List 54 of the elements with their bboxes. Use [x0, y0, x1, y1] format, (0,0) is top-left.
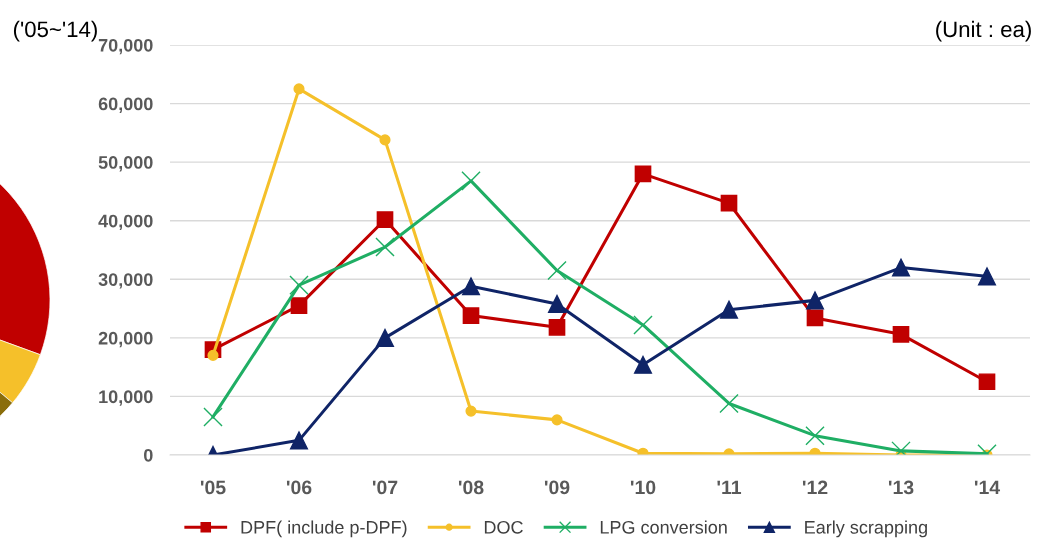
y-tick-label: 30,000 [98, 273, 153, 289]
point [465, 405, 477, 417]
x-tick-label: '14 [974, 480, 1001, 495]
point [379, 134, 391, 146]
y-tick-label: 50,000 [98, 156, 153, 172]
x-tick-label: '09 [544, 480, 570, 495]
legend-label: DOC [484, 520, 523, 534]
point [461, 277, 481, 296]
point [806, 309, 824, 327]
point [977, 267, 997, 286]
y-tick-label: 70,000 [98, 38, 153, 55]
x-tick-label: '06 [286, 480, 312, 495]
point [376, 211, 394, 228]
point [203, 407, 223, 427]
y-tick-label: 60,000 [98, 97, 153, 113]
point [891, 258, 911, 277]
point [720, 194, 738, 212]
legend-label: LPG conversion [600, 520, 727, 534]
y-tick-label: 40,000 [98, 214, 153, 231]
point [461, 171, 481, 191]
y-tick-label: 0 [144, 448, 153, 462]
y-tick-label: 20,000 [98, 331, 153, 348]
text: (Unit : ea) [936, 20, 1031, 42]
x-tick-label: '10 [630, 480, 656, 495]
x-tick-label: '13 [888, 480, 914, 495]
point [551, 414, 563, 426]
point [289, 431, 309, 450]
x-tick-label: '11 [717, 480, 742, 495]
legend-label: Early scrapping [805, 520, 927, 538]
point [892, 326, 910, 343]
point [719, 300, 739, 319]
point [289, 275, 309, 295]
point [633, 355, 653, 374]
y-tick-label: 10,000 [99, 390, 153, 406]
point [719, 393, 739, 414]
x-tick-label: '12 [802, 480, 828, 495]
point [462, 307, 480, 324]
point [805, 291, 825, 310]
text: ('05~'14) [13, 20, 97, 42]
x-tick-label: '08 [458, 480, 484, 495]
legend-label: DPF( include p-DPF) [241, 520, 407, 538]
point [548, 318, 566, 336]
point [375, 328, 395, 347]
point [805, 425, 825, 446]
point [547, 260, 567, 281]
point [290, 297, 308, 314]
x-tick-label: '05 [200, 480, 226, 495]
point [547, 294, 567, 313]
point [375, 237, 395, 257]
x-tick-label: '07 [372, 480, 398, 495]
point [978, 373, 996, 391]
point [293, 83, 305, 95]
point [633, 315, 653, 335]
point [634, 165, 652, 183]
